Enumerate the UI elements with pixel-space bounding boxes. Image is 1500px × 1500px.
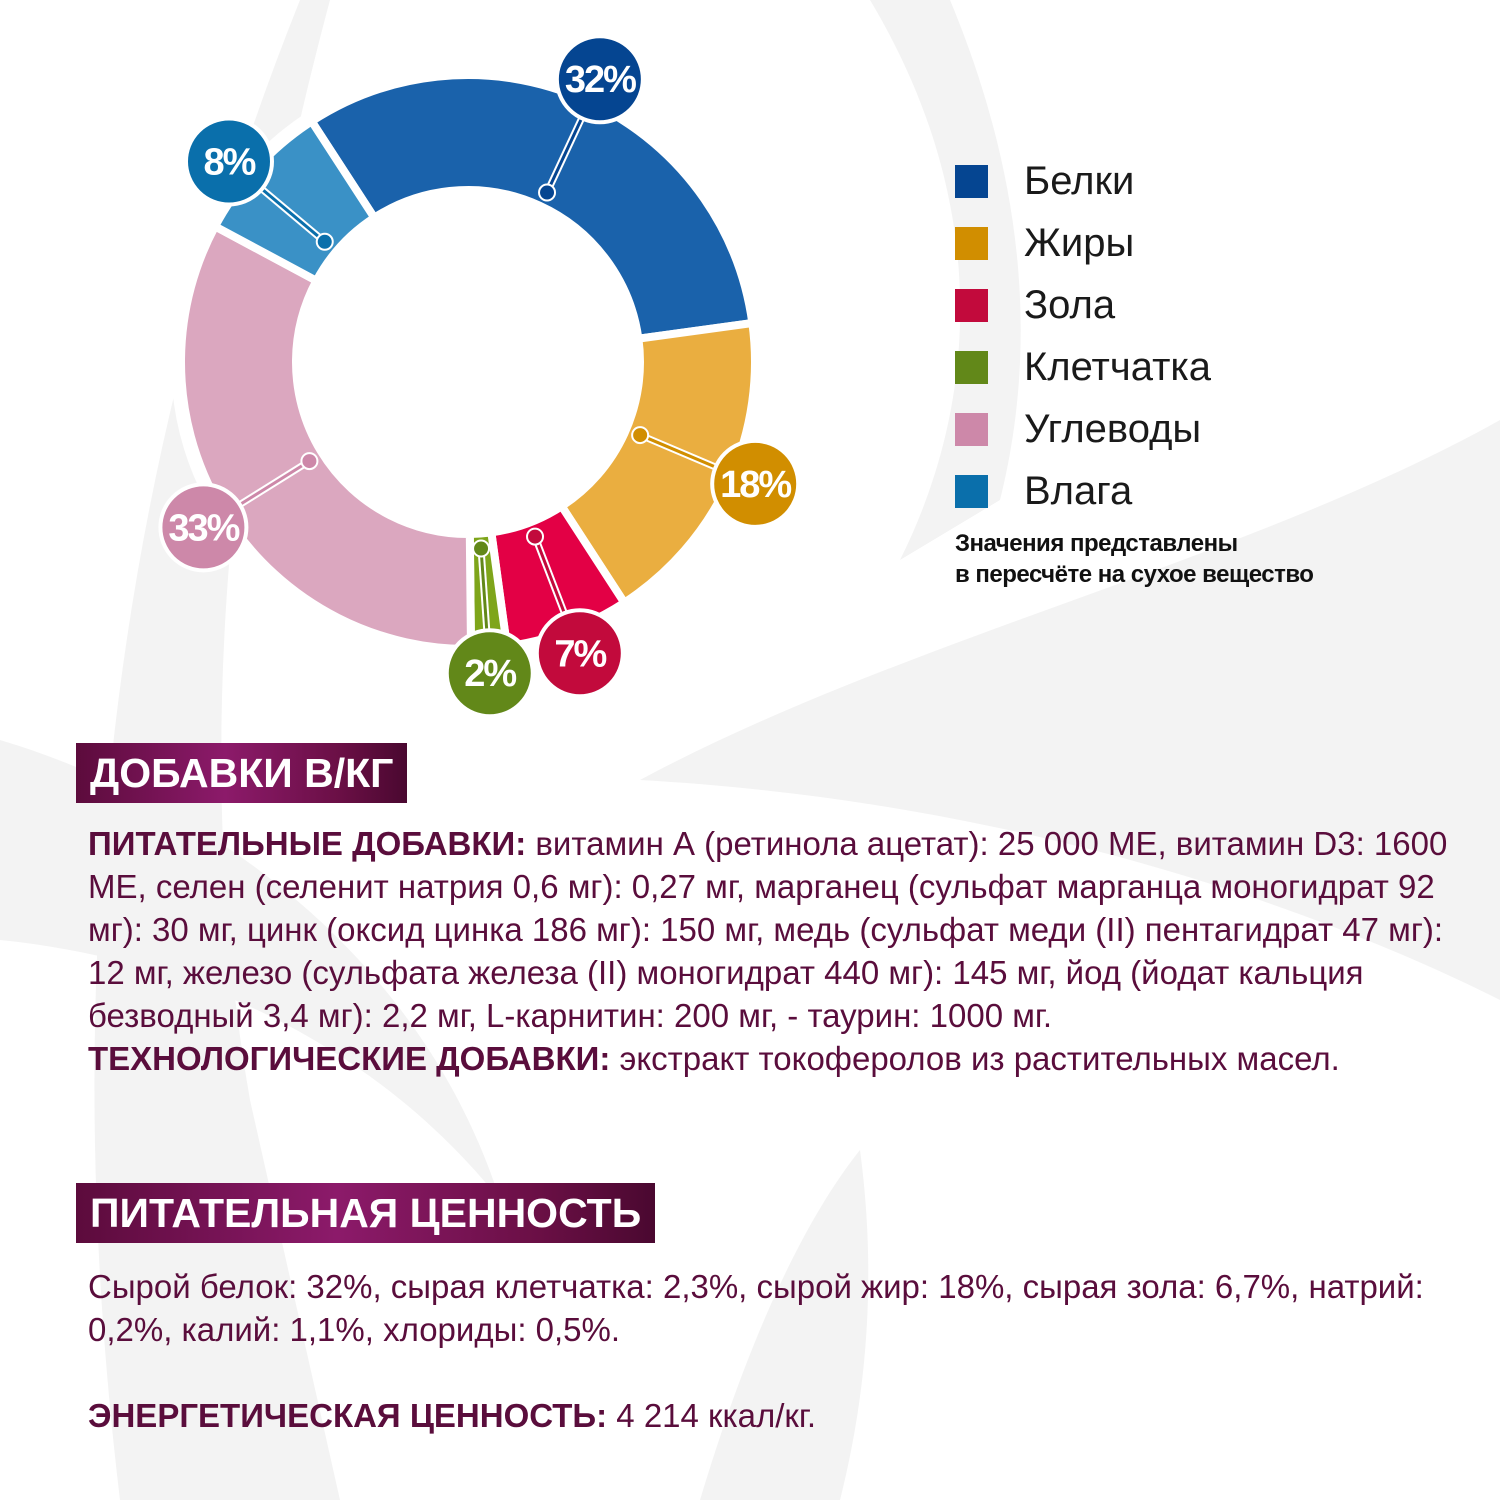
energy-label: ЭНЕРГЕТИЧЕСКАЯ ЦЕННОСТЬ: xyxy=(88,1397,608,1434)
tech-additives-label: ТЕХНОЛОГИЧЕСКИЕ ДОБАВКИ: xyxy=(88,1040,611,1077)
note-line-1: Значения представлены xyxy=(955,530,1238,557)
data-label-bubble xyxy=(183,116,274,207)
data-label: 7% xyxy=(554,633,606,675)
legend-item: Зола xyxy=(955,274,1211,336)
additives-text: ПИТАТЕЛЬНЫЕ ДОБАВКИ: витамин А (ретинола… xyxy=(88,822,1468,1080)
additives-title: ДОБАВКИ В/КГ xyxy=(76,743,408,803)
data-label-bubble xyxy=(444,628,535,719)
nutrition-text: Сырой белок: 32%, сырая клетчатка: 2,3%,… xyxy=(88,1268,1424,1348)
legend-label: Влага xyxy=(1024,468,1133,513)
energy-text: ЭНЕРГЕТИЧЕСКАЯ ЦЕННОСТЬ: 4 214 ккал/кг. xyxy=(88,1394,1468,1437)
label-dot xyxy=(526,527,545,546)
data-label: 18% xyxy=(720,464,791,506)
donut-chart: 32% 18% 7% 2% 33% 8% xyxy=(158,34,801,719)
legend-item: Влага xyxy=(955,460,1211,522)
legend-label: Белки xyxy=(1024,158,1135,203)
legend-item: Жиры xyxy=(955,212,1211,274)
donut-segment xyxy=(177,220,476,653)
label-dot xyxy=(631,426,650,445)
legend-swatch xyxy=(955,412,988,446)
chart-note: Значения представлены в пересчёте на сух… xyxy=(955,528,1314,590)
label-dot xyxy=(538,183,557,202)
donut-segment xyxy=(306,71,757,344)
label-dot xyxy=(315,232,334,251)
data-label-bubble xyxy=(710,438,801,529)
legend-swatch xyxy=(955,226,988,260)
data-label: 32% xyxy=(565,59,636,101)
data-label: 8% xyxy=(204,141,256,183)
legend-swatch xyxy=(955,164,988,198)
legend-swatch xyxy=(955,350,988,384)
donut-segment xyxy=(556,318,759,609)
legend-label: Жиры xyxy=(1024,220,1135,265)
legend-item: Клетчатка xyxy=(955,336,1211,398)
note-line-2: в пересчёте на сухое вещество xyxy=(955,561,1314,588)
data-label-bubble xyxy=(158,482,249,573)
data-label-bubble xyxy=(554,34,645,125)
legend-item: Белки xyxy=(955,150,1211,212)
legend-item: Углеводы xyxy=(955,398,1211,460)
data-label: 2% xyxy=(464,653,516,695)
legend-swatch xyxy=(955,288,988,322)
label-dot xyxy=(300,452,319,471)
data-label-bubble xyxy=(534,608,625,699)
label-dot xyxy=(472,539,491,558)
tech-additives-text: экстракт токоферолов из растительных мас… xyxy=(610,1040,1340,1077)
nutritional-additives-label: ПИТАТЕЛЬНЫЕ ДОБАВКИ: xyxy=(88,825,527,862)
legend-swatch xyxy=(955,474,988,508)
nutritional-additives-text: витамин А (ретинола ацетат): 25 000 МЕ, … xyxy=(88,825,1448,1034)
legend-label: Углеводы xyxy=(1024,406,1202,451)
energy-value: 4 214 ккал/кг. xyxy=(607,1397,817,1434)
data-label: 33% xyxy=(168,507,239,549)
legend-label: Клетчатка xyxy=(1024,344,1212,389)
legend-label: Зола xyxy=(1024,282,1116,327)
chart-legend: Белки Жиры Зола Клетчатка Углеводы Влага xyxy=(955,150,1211,522)
nutrition-title: ПИТАТЕЛЬНАЯ ЦЕННОСТЬ xyxy=(76,1183,656,1243)
